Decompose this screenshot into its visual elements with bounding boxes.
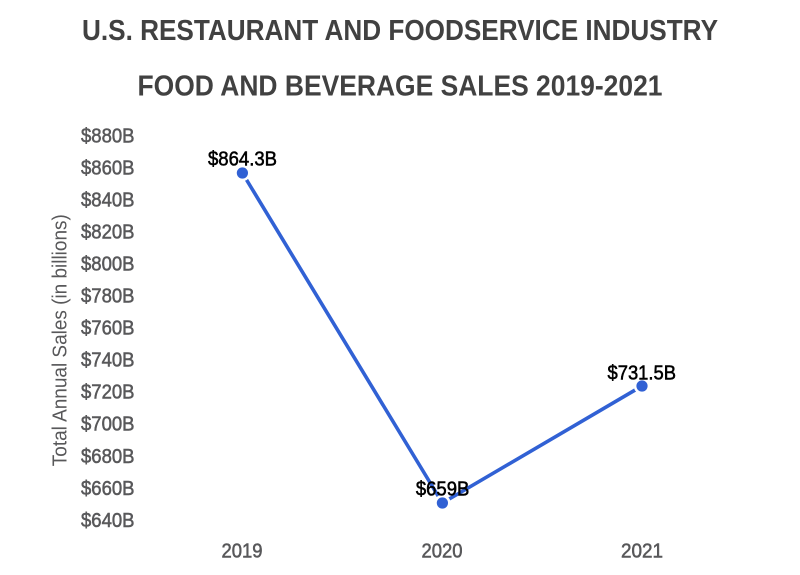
svg-text:$660B: $660B bbox=[81, 478, 135, 500]
svg-text:$880B: $880B bbox=[81, 126, 135, 148]
svg-text:$640B: $640B bbox=[81, 510, 135, 532]
svg-text:$740B: $740B bbox=[81, 350, 135, 372]
svg-text:$760B: $760B bbox=[81, 318, 135, 340]
svg-text:$731.5B: $731.5B bbox=[608, 362, 677, 384]
svg-text:2021: 2021 bbox=[621, 541, 663, 563]
svg-text:$820B: $820B bbox=[81, 222, 135, 244]
svg-text:$659B: $659B bbox=[416, 479, 470, 501]
svg-text:$720B: $720B bbox=[81, 382, 135, 404]
svg-text:$800B: $800B bbox=[81, 254, 135, 276]
svg-text:2020: 2020 bbox=[422, 541, 463, 563]
svg-text:$860B: $860B bbox=[81, 158, 135, 180]
svg-text:U.S. RESTAURANT AND FOODSERVIC: U.S. RESTAURANT AND FOODSERVICE INDUSTRY bbox=[82, 15, 718, 47]
svg-text:$840B: $840B bbox=[81, 190, 135, 212]
svg-text:FOOD AND BEVERAGE SALES 2019-2: FOOD AND BEVERAGE SALES 2019-2021 bbox=[138, 71, 663, 103]
svg-text:$680B: $680B bbox=[81, 446, 135, 468]
svg-text:2019: 2019 bbox=[222, 541, 263, 563]
svg-text:$864.3B: $864.3B bbox=[208, 148, 277, 170]
svg-text:$700B: $700B bbox=[81, 414, 135, 436]
svg-text:Total Annual Sales (in billion: Total Annual Sales (in billions) bbox=[50, 214, 72, 466]
svg-text:$780B: $780B bbox=[81, 286, 135, 308]
